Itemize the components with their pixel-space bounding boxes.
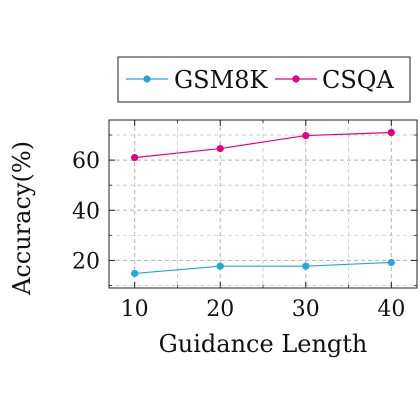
data-point-gsm8k xyxy=(302,262,310,270)
data-point-csqa xyxy=(216,144,224,153)
data-point-csqa xyxy=(302,131,310,140)
legend-marker-gsm8k xyxy=(143,75,151,83)
x-tick-label: 40 xyxy=(377,297,405,322)
y-tick-label: 60 xyxy=(72,149,100,174)
data-point-gsm8k xyxy=(216,262,224,270)
x-tick-label: 20 xyxy=(206,297,234,322)
y-tick-label: 20 xyxy=(72,249,100,274)
series-line-csqa xyxy=(134,131,392,159)
legend: GSM8K CSQA xyxy=(117,56,411,103)
tick-marks xyxy=(109,120,417,288)
x-axis-label: Guidance Length xyxy=(159,330,368,358)
series-line-gsm8k xyxy=(134,261,392,275)
data-point-gsm8k xyxy=(387,258,395,267)
legend-label-csqa: CSQA xyxy=(322,66,394,94)
data-point-csqa xyxy=(387,128,395,137)
tick-labels: 10 20 30 40 20 40 60 xyxy=(72,149,405,322)
legend-label-gsm8k: GSM8K xyxy=(174,66,268,94)
data-point-csqa xyxy=(131,154,139,162)
data-point-gsm8k xyxy=(131,269,139,278)
y-tick-label: 40 xyxy=(72,199,100,224)
x-tick-label: 10 xyxy=(121,297,149,322)
x-tick-label: 30 xyxy=(292,297,320,322)
legend-marker-csqa xyxy=(292,75,300,83)
y-axis-label: Accuracy(%) xyxy=(8,141,36,296)
series-layer xyxy=(131,128,395,278)
